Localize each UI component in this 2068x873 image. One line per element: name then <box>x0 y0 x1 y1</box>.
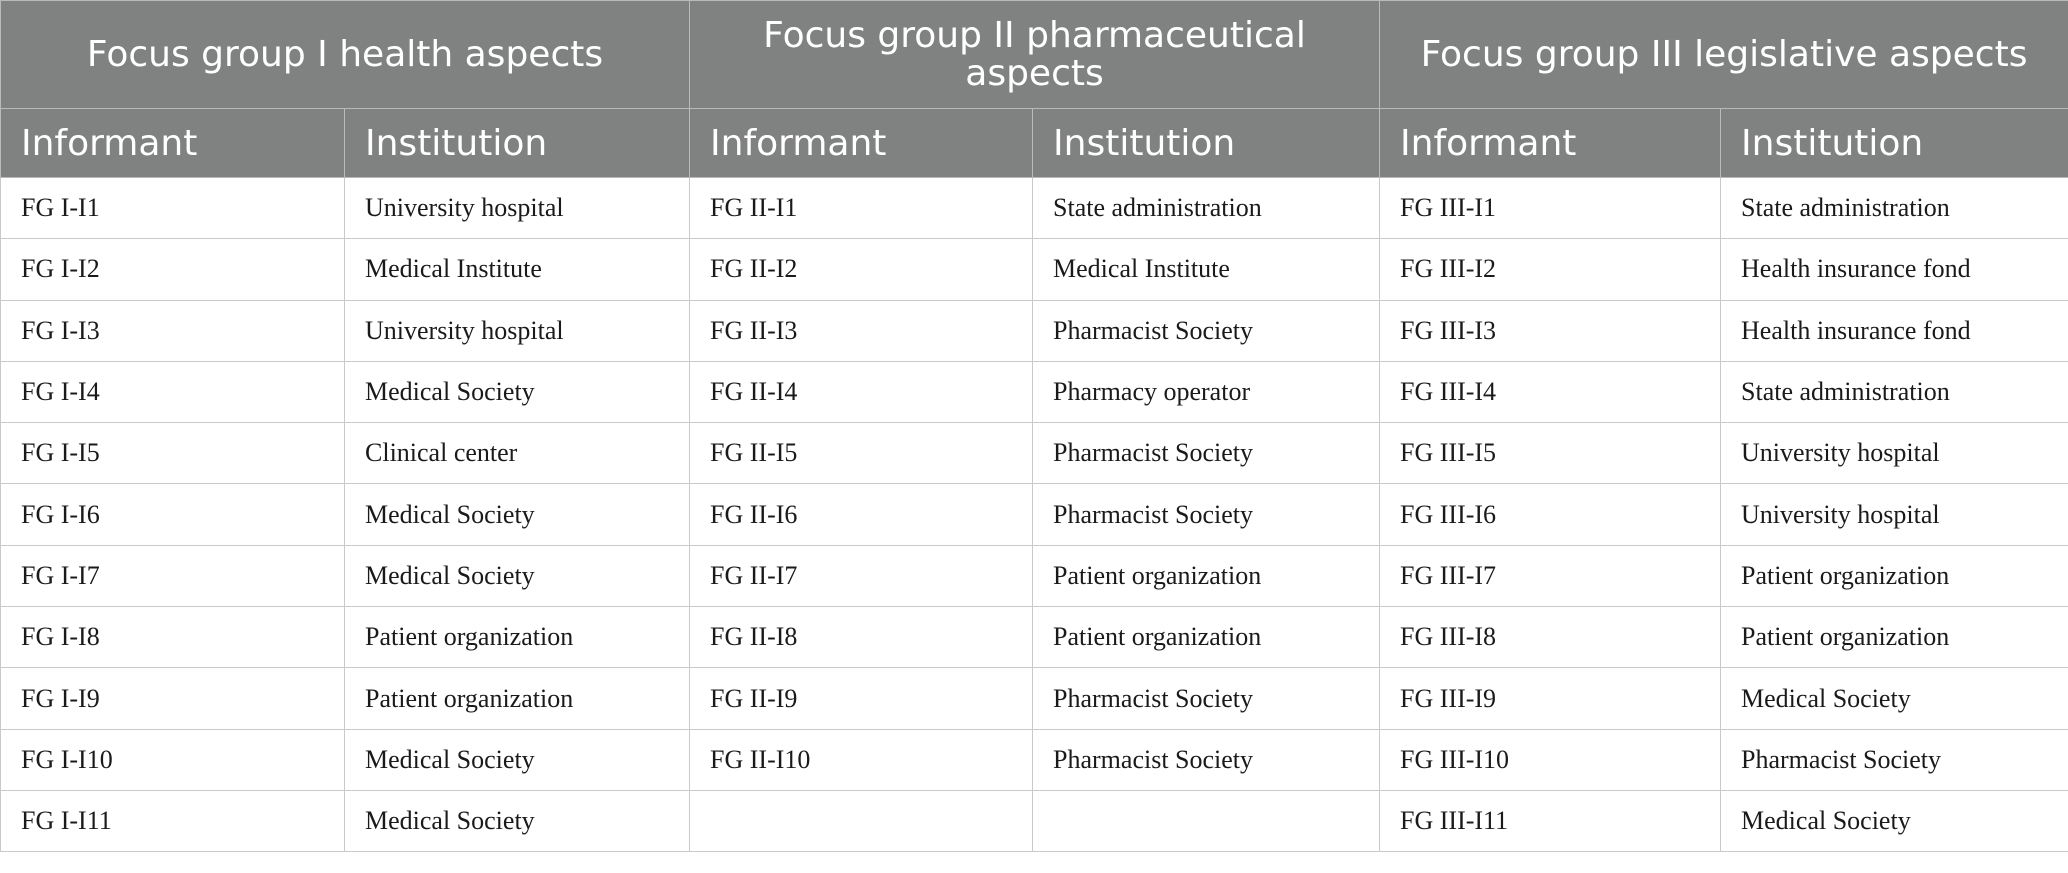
table-row: FG I-I10 Medical Society FG II-I10 Pharmaci… <box>0 728 2068 791</box>
institution-cell: Patient organization <box>1720 544 2068 608</box>
informant-cell: FG II-I9 <box>689 667 1034 730</box>
informant-cell: FG I-I10 <box>0 728 345 791</box>
institution-cell: State administration <box>1720 176 2068 240</box>
column-header-informant: Informant <box>1379 108 1722 178</box>
institution-cell: Pharmacist Society <box>1032 299 1381 362</box>
institution-cell: Pharmacist Society <box>1032 667 1381 730</box>
informant-cell: FG I-I6 <box>0 483 345 546</box>
informant-cell: FG I-I2 <box>0 238 345 301</box>
informant-cell: FG I-I1 <box>0 176 345 240</box>
institution-cell: Patient organization <box>343 667 691 730</box>
table-row: FG I-I9 Patient organization FG II-I9 Pharm… <box>0 667 2068 730</box>
informant-cell: FG II-I2 <box>689 238 1034 301</box>
informant-cell: FG III-I4 <box>1379 360 1722 424</box>
institution-cell: Pharmacist Society <box>1032 728 1381 791</box>
informant-cell: FG I-I9 <box>0 667 345 730</box>
informant-cell: FG II-I8 <box>689 606 1034 669</box>
institution-cell: Health insurance fond <box>1720 299 2068 362</box>
institution-cell <box>1032 789 1381 853</box>
informant-cell: FG II-I7 <box>689 544 1034 608</box>
group-header-3: Focus group III legislative aspects <box>1379 0 2068 109</box>
informant-cell: FG II-I4 <box>689 360 1034 424</box>
group-header-1: Focus group I health aspects <box>0 0 691 109</box>
institution-cell: University hospital <box>1720 422 2068 485</box>
institution-cell: Health insurance fond <box>1720 238 2068 301</box>
table-row: FG I-I8 Patient organization FG II-I8 Patie… <box>0 606 2068 669</box>
institution-cell: Medical Institute <box>343 238 691 301</box>
table-row: FG I-I3 University hospital FG II-I3 Pharma… <box>0 299 2068 362</box>
institution-cell: University hospital <box>343 299 691 362</box>
column-header-informant: Informant <box>0 108 345 178</box>
institution-cell: Patient organization <box>1720 606 2068 669</box>
institution-cell: Medical Society <box>343 728 691 791</box>
table-row: FG I-I1 University hospital FG II-I1 State … <box>0 176 2068 240</box>
table-row: FG I-I6 Medical Society FG II-I6 Pharmacist… <box>0 483 2068 546</box>
focus-group-table: Focus group I health aspects Focus group… <box>0 0 2068 853</box>
table-row: FG I-I11 Medical Society FG III-I11 Medical… <box>0 789 2068 853</box>
institution-cell: Medical Society <box>343 360 691 424</box>
informant-cell: FG II-I3 <box>689 299 1034 362</box>
column-header-institution: Institution <box>343 108 691 178</box>
group-header-2: Focus group II pharmaceutical aspects <box>689 0 1381 109</box>
table-row: FG I-I2 Medical Institute FG II-I2 Medical … <box>0 238 2068 301</box>
informant-cell: FG II-I6 <box>689 483 1034 546</box>
informant-cell: FG II-I1 <box>689 176 1034 240</box>
informant-cell: FG I-I11 <box>0 789 345 853</box>
informant-cell: FG III-I7 <box>1379 544 1722 608</box>
table-row: FG I-I4 Medical Society FG II-I4 Pharmacy o… <box>0 360 2068 424</box>
informant-cell: FG III-I6 <box>1379 483 1722 546</box>
institution-cell: Medical Society <box>343 789 691 853</box>
institution-cell: Patient organization <box>1032 606 1381 669</box>
institution-cell: Patient organization <box>343 606 691 669</box>
informant-cell: FG III-I8 <box>1379 606 1722 669</box>
informant-cell: FG I-I3 <box>0 299 345 362</box>
informant-cell: FG II-I10 <box>689 728 1034 791</box>
institution-cell: Medical Society <box>343 544 691 608</box>
column-header-institution: Institution <box>1720 108 2068 178</box>
table-body: FG I-I1 University hospital FG II-I1 State … <box>0 176 2068 853</box>
group-header-row: Focus group I health aspects Focus group… <box>0 0 2068 109</box>
institution-cell: Medical Institute <box>1032 238 1381 301</box>
institution-cell: Patient organization <box>1032 544 1381 608</box>
informant-cell: FG II-I5 <box>689 422 1034 485</box>
informant-cell: FG I-I8 <box>0 606 345 669</box>
table-row: FG I-I7 Medical Society FG II-I7 Patient or… <box>0 544 2068 608</box>
column-header-informant: Informant <box>689 108 1034 178</box>
institution-cell: Clinical center <box>343 422 691 485</box>
institution-cell: Pharmacist Society <box>1032 422 1381 485</box>
informant-cell: FG I-I5 <box>0 422 345 485</box>
institution-cell: University hospital <box>343 176 691 240</box>
informant-cell: FG III-I11 <box>1379 789 1722 853</box>
institution-cell: Pharmacist Society <box>1032 483 1381 546</box>
institution-cell: University hospital <box>1720 483 2068 546</box>
informant-cell: FG III-I10 <box>1379 728 1722 791</box>
informant-cell <box>689 789 1034 853</box>
institution-cell: Pharmacist Society <box>1720 728 2068 791</box>
column-header-institution: Institution <box>1032 108 1381 178</box>
informant-cell: FG I-I7 <box>0 544 345 608</box>
table-row: FG I-I5 Clinical center FG II-I5 Pharmacist… <box>0 422 2068 485</box>
institution-cell: Medical Society <box>343 483 691 546</box>
institution-cell: State administration <box>1720 360 2068 424</box>
informant-cell: FG III-I9 <box>1379 667 1722 730</box>
institution-cell: Pharmacy operator <box>1032 360 1381 424</box>
informant-cell: FG III-I5 <box>1379 422 1722 485</box>
informant-cell: FG I-I4 <box>0 360 345 424</box>
institution-cell: Medical Society <box>1720 667 2068 730</box>
institution-cell: Medical Society <box>1720 789 2068 853</box>
informant-cell: FG III-I1 <box>1379 176 1722 240</box>
institution-cell: State administration <box>1032 176 1381 240</box>
informant-cell: FG III-I2 <box>1379 238 1722 301</box>
column-header-row: Informant Institution Informant Institut… <box>0 108 2068 178</box>
informant-cell: FG III-I3 <box>1379 299 1722 362</box>
